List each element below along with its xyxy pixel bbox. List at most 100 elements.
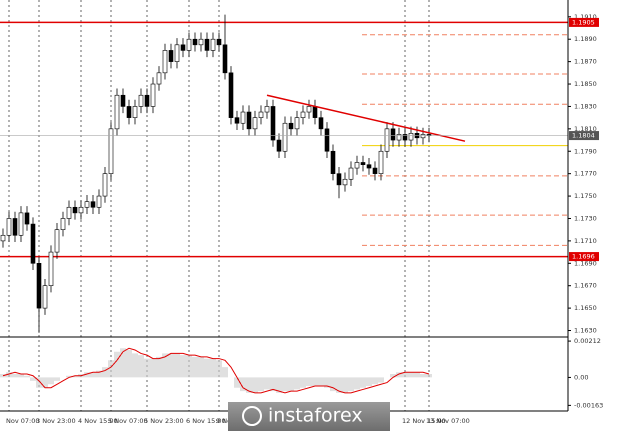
candle-body xyxy=(228,72,234,118)
candle-body xyxy=(138,94,144,107)
candle-body xyxy=(222,44,228,74)
watermark-box: instaforex xyxy=(228,402,390,431)
y-tick-label: 1.1830 xyxy=(574,102,597,110)
candle-body xyxy=(192,38,198,46)
y-tick-label: 1.1730 xyxy=(574,214,597,222)
current-price-label: 1.1804 xyxy=(572,132,595,140)
indicator-tick-label: 0.00 xyxy=(574,373,588,381)
candle-body xyxy=(42,285,48,309)
candle-body xyxy=(402,134,408,141)
y-tick-label: 1.1870 xyxy=(574,58,597,66)
y-tick-label: 1.1810 xyxy=(574,125,597,133)
candle-body xyxy=(144,94,150,107)
x-tick-label: 5 Nov 07:00 xyxy=(108,417,148,425)
candle-body xyxy=(318,117,324,130)
candle-body xyxy=(330,150,336,174)
candle-body xyxy=(162,50,168,74)
signal-line xyxy=(2,347,430,394)
candle-body xyxy=(252,117,258,130)
watermark: instaforex xyxy=(268,405,363,427)
candle-body xyxy=(84,201,90,208)
y-tick-label: 1.1690 xyxy=(574,259,597,267)
candle-body xyxy=(306,106,312,113)
candle-body xyxy=(156,72,162,85)
candle-body xyxy=(72,206,78,214)
watermark-logo xyxy=(242,406,262,426)
level-tag xyxy=(569,17,599,27)
candle-body xyxy=(204,38,210,51)
x-tick-label: 12 Nov 15:00 xyxy=(402,417,446,425)
candle-body xyxy=(360,162,366,165)
candle-body xyxy=(114,94,120,130)
x-tick-label: 3 Nov 23:00 xyxy=(36,417,76,425)
candle-body xyxy=(6,218,12,236)
candle-body xyxy=(246,111,252,130)
candle-body xyxy=(396,134,402,141)
candle-body xyxy=(210,38,216,51)
indicator-tick-label: -0.00163 xyxy=(574,401,603,409)
level-label: 1.1905 xyxy=(572,18,595,26)
axis: 1.1910 1.1890 1.1870 1.1850 1.1830 1.1810 1.17… xyxy=(6,13,603,425)
candle-body xyxy=(12,218,18,236)
candle-body xyxy=(108,128,114,174)
candle-body xyxy=(324,128,330,152)
candle-body xyxy=(270,106,276,141)
candle-body xyxy=(336,173,342,186)
candle-body xyxy=(132,106,138,118)
y-tick-label: 1.1890 xyxy=(574,35,597,43)
candle-body xyxy=(168,50,174,62)
level-label: 1.1696 xyxy=(572,253,595,261)
y-tick-label: 1.1770 xyxy=(574,170,597,178)
y-tick-label: 1.1710 xyxy=(574,237,597,245)
indicator-tick-label: 0.00212 xyxy=(574,337,601,345)
current-price-tag xyxy=(569,131,599,141)
candle-body xyxy=(102,173,108,197)
candle-body xyxy=(366,164,372,169)
candle-body xyxy=(384,128,390,152)
candle-body xyxy=(264,106,270,113)
candle-body xyxy=(60,218,66,230)
x-tick-label: 4 Nov 15:00 xyxy=(78,417,118,425)
candle-body xyxy=(198,38,204,46)
y-tick-label: 1.1650 xyxy=(574,304,597,312)
candle-body xyxy=(420,134,426,139)
trendline xyxy=(266,94,466,142)
candle-body xyxy=(78,206,84,214)
candle-body xyxy=(0,234,6,242)
candle-body xyxy=(354,162,360,169)
candle-body xyxy=(18,212,24,236)
candle-body xyxy=(276,139,282,152)
candle-body xyxy=(24,212,30,225)
candle-body xyxy=(408,133,414,141)
y-tick-label: 1.1670 xyxy=(574,282,597,290)
candle-body xyxy=(30,223,36,264)
candle-body xyxy=(240,111,246,124)
candle-body xyxy=(48,251,54,287)
candle-body xyxy=(216,38,222,46)
candle-body xyxy=(348,167,354,180)
candle-body xyxy=(150,83,156,107)
candle-body xyxy=(96,195,102,208)
candle-body xyxy=(300,111,306,118)
candle-body xyxy=(372,167,378,174)
y-tick-label: 1.1750 xyxy=(574,192,597,200)
candle-body xyxy=(66,206,72,219)
candle-body xyxy=(186,38,192,51)
y-tick-label: 1.1790 xyxy=(574,147,597,155)
candle-body xyxy=(378,150,384,174)
y-tick-label: 1.1850 xyxy=(574,80,597,88)
candle-body xyxy=(282,122,288,152)
x-tick-label: 13 Nov 07:00 xyxy=(426,417,470,425)
y-tick-label: 1.1630 xyxy=(574,327,597,335)
candle-body xyxy=(258,111,264,118)
candle-body xyxy=(54,229,60,253)
candle-body xyxy=(174,44,180,62)
x-tick-label: 6 Nov 15:00 xyxy=(186,417,226,425)
candle-body xyxy=(36,262,42,309)
x-tick-label: 5 Nov 23:00 xyxy=(144,417,184,425)
candle-body xyxy=(120,94,126,107)
level-tag xyxy=(569,252,599,262)
candle-body xyxy=(342,178,348,186)
candle-body xyxy=(312,106,318,118)
